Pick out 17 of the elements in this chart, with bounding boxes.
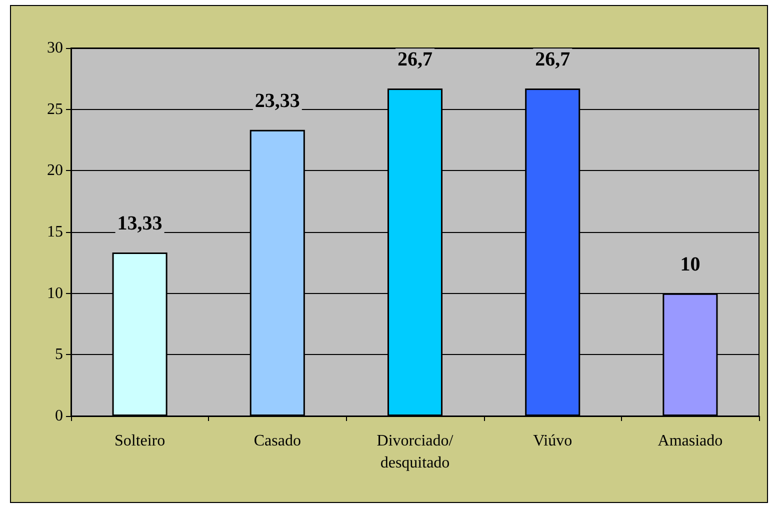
x-tick-label: Viúvo (533, 432, 572, 450)
y-tick-label: 30 (47, 40, 63, 56)
data-label: 26,7 (535, 48, 570, 70)
x-tick-label: Divorciado/ desquitado (376, 432, 454, 472)
y-tick-label: 5 (55, 346, 63, 364)
y-tick-label: 10 (47, 284, 63, 302)
data-label: 13,33 (117, 212, 162, 234)
y-tick-label: 15 (47, 224, 63, 240)
data-label: 23,33 (254, 90, 300, 112)
x-tick-label: Casado (254, 432, 301, 450)
y-tick-label: 0 (55, 408, 63, 424)
x-tick-label: Solteiro (114, 432, 166, 450)
x-tick-label: Amasiado (658, 432, 723, 450)
data-label: 10 (680, 253, 700, 276)
y-tick-label: 25 (47, 100, 63, 118)
data-label: 26,7 (398, 48, 432, 70)
y-tick-label: 20 (47, 162, 63, 180)
